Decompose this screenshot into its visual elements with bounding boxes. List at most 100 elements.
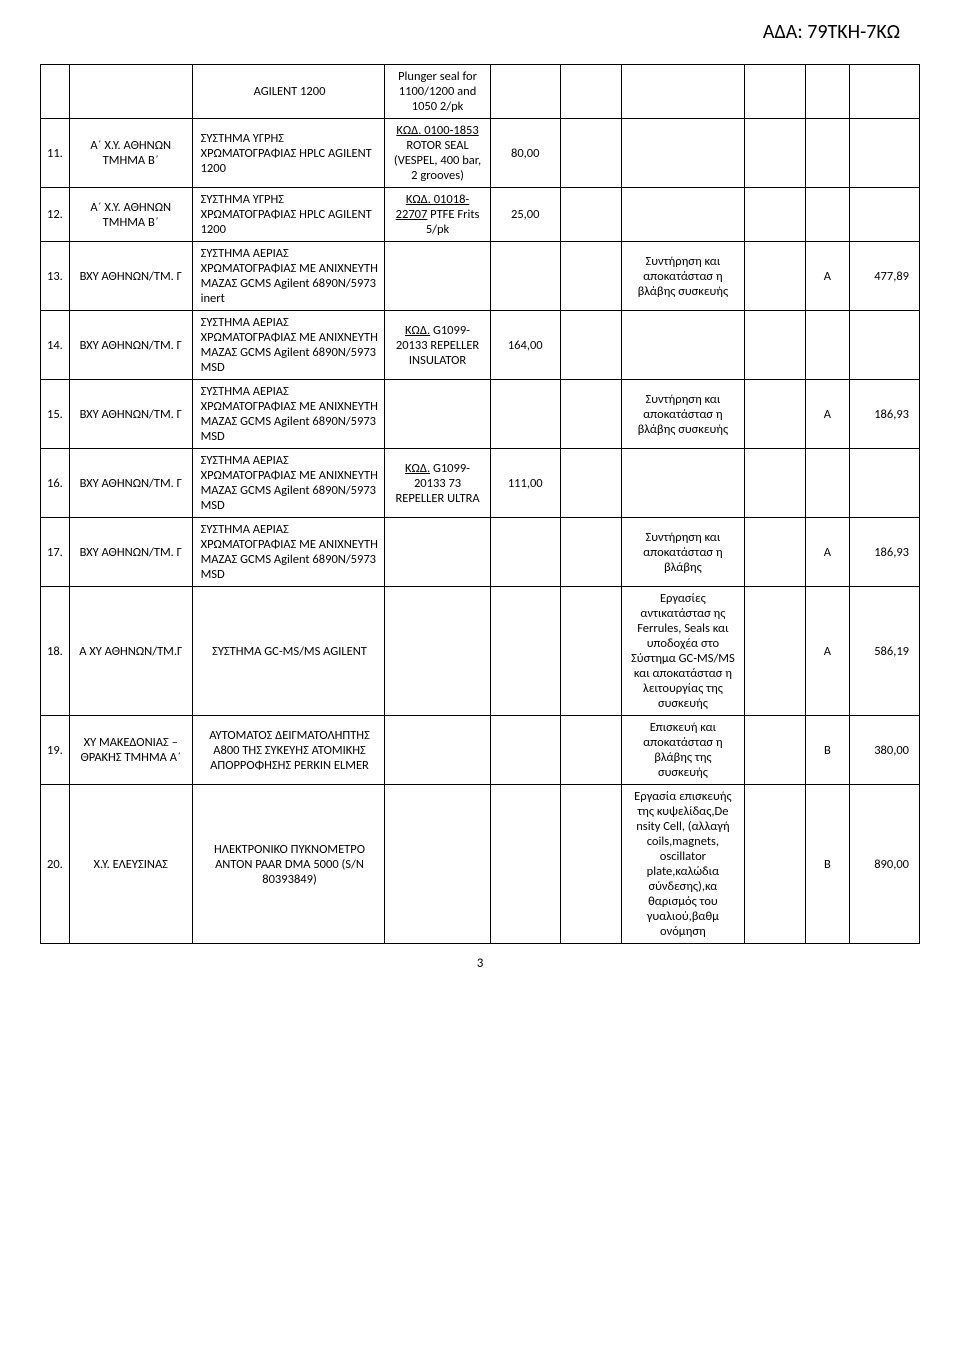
- table-cell: ΣΥΣΤΗΜΑ ΑΕΡΙΑΣ ΧΡΩΜΑΤΟΓΡΑΦΙΑΣ ΜΕ ΑΝΙΧΝΕΥ…: [192, 242, 385, 311]
- table-cell: Συντήρηση και αποκατάστασ η βλάβης: [622, 518, 745, 587]
- table-cell: [622, 449, 745, 518]
- table-cell: [560, 242, 621, 311]
- table-cell: [805, 449, 849, 518]
- table-cell: ΣΥΣΤΗΜΑ ΑΕΡΙΑΣ ΧΡΩΜΑΤΟΓΡΑΦΙΑΣ ΜΕ ΑΝΙΧΝΕΥ…: [192, 311, 385, 380]
- table-cell: [385, 380, 490, 449]
- table-cell: [744, 518, 805, 587]
- table-cell: 586,19: [849, 587, 919, 716]
- table-cell: 186,93: [849, 380, 919, 449]
- table-cell: [560, 716, 621, 785]
- table-cell: [744, 119, 805, 188]
- table-cell: [490, 716, 560, 785]
- table-cell: [490, 587, 560, 716]
- table-cell: 186,93: [849, 518, 919, 587]
- table-cell: BXY ΑΘΗΝΩΝ/ΤΜ. Γ: [69, 242, 192, 311]
- table-cell: ΚΩΔ. 0100-1853 ROTOR SEAL (VESPEL, 400 b…: [385, 119, 490, 188]
- table-cell: Α XY ΑΘΗΝΩΝ/ΤΜ.Γ: [69, 587, 192, 716]
- table-cell: 19.: [41, 716, 70, 785]
- table-cell: [622, 119, 745, 188]
- table-cell: ΣΥΣΤΗΜΑ ΥΓΡΗΣ ΧΡΩΜΑΤΟΓΡΑΦΙΑΣ HPLC AGILEN…: [192, 119, 385, 188]
- table-cell: [744, 65, 805, 119]
- table-row: 13.BXY ΑΘΗΝΩΝ/ΤΜ. ΓΣΥΣΤΗΜΑ ΑΕΡΙΑΣ ΧΡΩΜΑΤ…: [41, 242, 920, 311]
- table-cell: Α: [805, 587, 849, 716]
- table-cell: 164,00: [490, 311, 560, 380]
- table-cell: Β: [805, 716, 849, 785]
- table-cell: [560, 518, 621, 587]
- table-cell: [805, 119, 849, 188]
- table-cell: Α: [805, 518, 849, 587]
- table-cell: [69, 65, 192, 119]
- table-cell: [560, 785, 621, 944]
- table-cell: [622, 65, 745, 119]
- table-cell: [385, 785, 490, 944]
- table-row: 12.Α΄ Χ.Υ. ΑΘΗΝΩΝ ΤΜΗΜΑ Β΄ΣΥΣΤΗΜΑ ΥΓΡΗΣ …: [41, 188, 920, 242]
- table-cell: 477,89: [849, 242, 919, 311]
- table-cell: [744, 785, 805, 944]
- table-cell: Χ.Υ. ΕΛΕΥΣΙΝΑΣ: [69, 785, 192, 944]
- table-cell: ΣΥΣΤΗΜΑ ΑΕΡΙΑΣ ΧΡΩΜΑΤΟΓΡΑΦΙΑΣ ΜΕ ΑΝΙΧΝΕΥ…: [192, 518, 385, 587]
- table-cell: [744, 242, 805, 311]
- table-cell: Α΄ Χ.Υ. ΑΘΗΝΩΝ ΤΜΗΜΑ Β΄: [69, 119, 192, 188]
- table-cell: BXY ΑΘΗΝΩΝ/ΤΜ. Γ: [69, 518, 192, 587]
- table-cell: 890,00: [849, 785, 919, 944]
- table-cell: [805, 65, 849, 119]
- table-cell: [622, 311, 745, 380]
- table-cell: 25,00: [490, 188, 560, 242]
- table-cell: 111,00: [490, 449, 560, 518]
- table-cell: 20.: [41, 785, 70, 944]
- table-row: 19.XY ΜΑΚΕΔΟΝΙΑΣ – ΘΡΑΚΗΣ ΤΜΗΜΑ Α΄ΑΥΤΟΜΑ…: [41, 716, 920, 785]
- table-cell: 12.: [41, 188, 70, 242]
- table-cell: BXY ΑΘΗΝΩΝ/ΤΜ. Γ: [69, 311, 192, 380]
- table-cell: ΗΛΕΚΤΡΟΝΙΚΟ ΠΥΚΝΟΜΕΤΡΟ ANTON PAAR DMA 50…: [192, 785, 385, 944]
- table-cell: [560, 65, 621, 119]
- table-cell: [805, 188, 849, 242]
- table-row: 17.BXY ΑΘΗΝΩΝ/ΤΜ. ΓΣΥΣΤΗΜΑ ΑΕΡΙΑΣ ΧΡΩΜΑΤ…: [41, 518, 920, 587]
- table-row: 16.BXY ΑΘΗΝΩΝ/ΤΜ. ΓΣΥΣΤΗΜΑ ΑΕΡΙΑΣ ΧΡΩΜΑΤ…: [41, 449, 920, 518]
- table-row: 20.Χ.Υ. ΕΛΕΥΣΙΝΑΣΗΛΕΚΤΡΟΝΙΚΟ ΠΥΚΝΟΜΕΤΡΟ …: [41, 785, 920, 944]
- table-cell: 18.: [41, 587, 70, 716]
- table-cell: [41, 65, 70, 119]
- table-cell: 80,00: [490, 119, 560, 188]
- table-cell: 380,00: [849, 716, 919, 785]
- table-cell: [560, 188, 621, 242]
- table-cell: Συντήρηση και αποκατάστασ η βλάβης συσκε…: [622, 242, 745, 311]
- table-cell: [385, 518, 490, 587]
- table-cell: 15.: [41, 380, 70, 449]
- table-cell: 13.: [41, 242, 70, 311]
- table-cell: BXY ΑΘΗΝΩΝ/ΤΜ. Γ: [69, 380, 192, 449]
- table-cell: Συντήρηση και αποκατάστασ η βλάβης συσκε…: [622, 380, 745, 449]
- data-table: AGILENT 1200Plunger seal for 1100/1200 a…: [40, 64, 920, 944]
- table-cell: [744, 380, 805, 449]
- table-cell: [849, 311, 919, 380]
- table-cell: [744, 587, 805, 716]
- table-cell: BXY ΑΘΗΝΩΝ/ΤΜ. Γ: [69, 449, 192, 518]
- table-cell: XY ΜΑΚΕΔΟΝΙΑΣ – ΘΡΑΚΗΣ ΤΜΗΜΑ Α΄: [69, 716, 192, 785]
- table-cell: Α: [805, 380, 849, 449]
- table-cell: [849, 65, 919, 119]
- table-cell: ΚΩΔ. G1099-20133 REPELLER INSULATOR: [385, 311, 490, 380]
- table-cell: [560, 380, 621, 449]
- table-cell: [490, 380, 560, 449]
- table-cell: [385, 242, 490, 311]
- table-cell: Α: [805, 242, 849, 311]
- table-cell: [744, 449, 805, 518]
- table-cell: [560, 311, 621, 380]
- table-row: AGILENT 1200Plunger seal for 1100/1200 a…: [41, 65, 920, 119]
- table-cell: [622, 188, 745, 242]
- table-cell: Α΄ Χ.Υ. ΑΘΗΝΩΝ ΤΜΗΜΑ Β΄: [69, 188, 192, 242]
- table-cell: [744, 188, 805, 242]
- table-cell: [560, 587, 621, 716]
- table-row: 11.Α΄ Χ.Υ. ΑΘΗΝΩΝ ΤΜΗΜΑ Β΄ΣΥΣΤΗΜΑ ΥΓΡΗΣ …: [41, 119, 920, 188]
- table-cell: Επισκευή και αποκατάστασ η βλάβης της συ…: [622, 716, 745, 785]
- table-cell: ΣΥΣΤΗΜΑ ΑΕΡΙΑΣ ΧΡΩΜΑΤΟΓΡΑΦΙΑΣ ΜΕ ΑΝΙΧΝΕΥ…: [192, 380, 385, 449]
- table-cell: ΚΩΔ. 01018-22707 PTFE Frits 5/pk: [385, 188, 490, 242]
- table-cell: Β: [805, 785, 849, 944]
- page-number: 3: [40, 956, 920, 971]
- table-cell: ΣΥΣΤΗΜΑ ΥΓΡΗΣ ΧΡΩΜΑΤΟΓΡΑΦΙΑΣ HPLC AGILEN…: [192, 188, 385, 242]
- table-cell: 14.: [41, 311, 70, 380]
- table-cell: [490, 518, 560, 587]
- table-cell: [490, 65, 560, 119]
- table-cell: [849, 449, 919, 518]
- table-cell: [849, 119, 919, 188]
- table-cell: 17.: [41, 518, 70, 587]
